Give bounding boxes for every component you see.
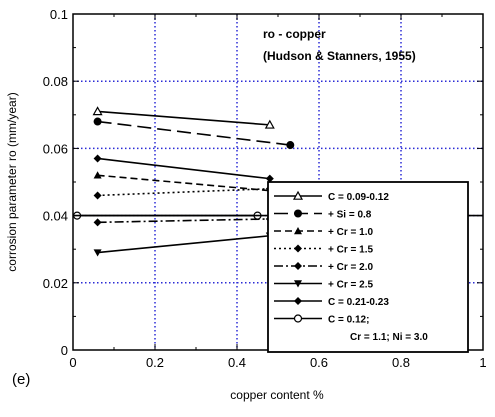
- legend-marker: [292, 190, 304, 200]
- y-tick-label: 0.08: [43, 74, 68, 89]
- series-line-7: [97, 157, 270, 180]
- legend-marker: [294, 209, 302, 218]
- y-tick-label: 0.04: [43, 209, 68, 224]
- x-tick-label: 0.4: [228, 355, 246, 370]
- y-axis-label: corrosion parameter ro (mm/year): [5, 92, 19, 271]
- legend: C = 0.09-0.12 + Si = 0.8 + Cr = 1.0 + Cr = …: [267, 181, 469, 353]
- series-line-2: [97, 120, 291, 146]
- legend-label: + Cr = 1.0: [328, 227, 373, 238]
- legend-label: C = 0.21-0.23: [328, 297, 389, 308]
- legend-marker: [294, 262, 302, 270]
- series-4-point: [93, 191, 102, 200]
- series-7-point: [265, 174, 274, 183]
- y-tick-label: 0.02: [43, 276, 68, 291]
- legend-label: C = 0.12;: [328, 315, 369, 326]
- series-2-point: [93, 117, 102, 126]
- x-tick-label: 0.6: [310, 355, 328, 370]
- legend-marker: [294, 244, 302, 253]
- series-3-point: [93, 171, 102, 179]
- panel-label: (e): [12, 371, 30, 388]
- series-7-point: [93, 154, 102, 163]
- legend-label: + Si = 0.8: [328, 210, 372, 221]
- series-line-3: [97, 174, 287, 193]
- series-line-1: [97, 110, 270, 126]
- legend-label: + Cr = 2.0: [328, 262, 373, 273]
- legend-label: Cr = 1.1; Ni = 3.0: [350, 332, 428, 343]
- legend-label: + Cr = 1.5: [328, 245, 373, 256]
- x-tick-label: 0.2: [146, 355, 164, 370]
- series-2-point: [286, 141, 295, 150]
- series-line-4: [97, 187, 270, 197]
- legend-box: [267, 181, 469, 353]
- legend-marker: [293, 314, 303, 323]
- y-tick-label: 0.06: [43, 141, 68, 156]
- x-tick-label: 0.8: [392, 355, 410, 370]
- x-tick-label: 1: [479, 355, 486, 370]
- series-5-point: [93, 218, 102, 227]
- x-tick-label: 0: [69, 355, 76, 370]
- x-axis-label: copper content %: [230, 388, 324, 402]
- legend-marker: [294, 227, 302, 235]
- legend-label: + Cr = 2.5: [328, 280, 373, 291]
- y-tick-label: 0.1: [50, 7, 68, 22]
- series-1-point: [92, 106, 103, 116]
- chart-title-line-1: ro - copper: [263, 27, 326, 41]
- series-6-point: [93, 249, 102, 257]
- legend-marker: [294, 297, 302, 305]
- series-line-5: [97, 218, 270, 224]
- y-tick-label: 0: [61, 343, 68, 358]
- series-line-6: [97, 234, 270, 254]
- legend-label: C = 0.09-0.12: [328, 192, 389, 203]
- legend-marker: [294, 280, 302, 288]
- series-1-point: [264, 119, 275, 129]
- chart-title-line-2: (Hudson & Stanners, 1955): [263, 49, 416, 63]
